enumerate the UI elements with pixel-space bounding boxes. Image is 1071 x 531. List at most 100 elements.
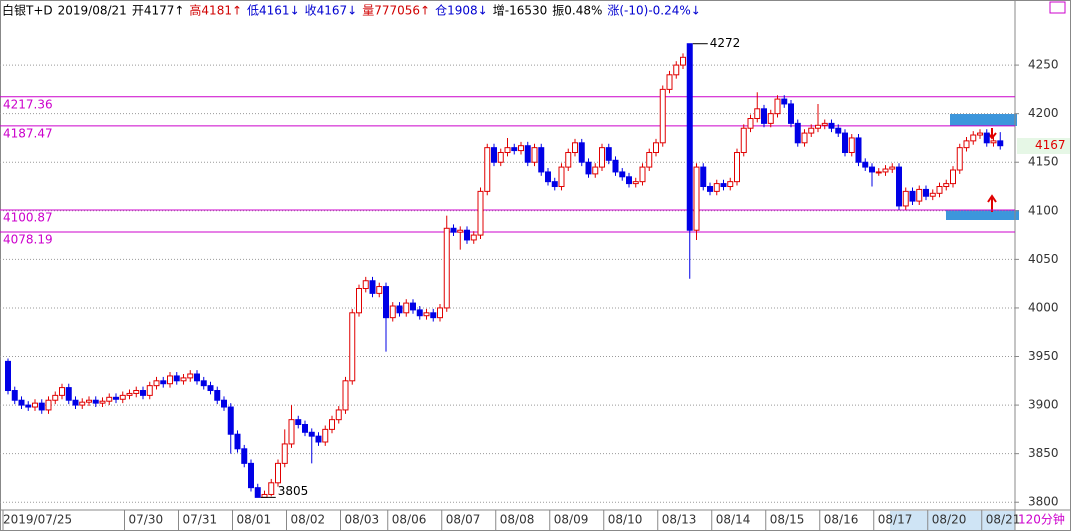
- candle-body: [227, 406, 234, 435]
- y-tick-label: 3950: [1028, 349, 1059, 363]
- candle-body: [65, 387, 72, 401]
- candle-body: [25, 404, 32, 408]
- y-tick-label: 4050: [1028, 252, 1059, 266]
- candle-body: [673, 64, 680, 76]
- candle-body: [504, 147, 511, 154]
- candle-body: [605, 147, 612, 161]
- x-tick-label: 2019/07/25: [3, 513, 72, 527]
- candle-body: [781, 98, 788, 105]
- candle-body: [32, 402, 38, 408]
- header-item: 仓1908↓: [435, 4, 488, 18]
- candle-body: [585, 161, 592, 175]
- candle-body: [619, 171, 626, 178]
- candle-body: [518, 145, 524, 152]
- candle-body: [612, 159, 619, 173]
- candle-body: [815, 124, 821, 129]
- candle-body: [308, 431, 315, 437]
- candle-body: [92, 399, 99, 404]
- x-tick-label: 08/21: [986, 513, 1021, 527]
- x-tick-label: 08/14: [716, 513, 751, 527]
- candle-body: [835, 127, 842, 134]
- candle-body: [599, 147, 605, 168]
- candle-body: [828, 122, 835, 129]
- candle-body: [248, 462, 254, 489]
- header-item: 2019/08/21: [58, 4, 127, 18]
- candle-body: [11, 390, 18, 401]
- candle-body: [875, 171, 882, 174]
- y-tick-label: 4150: [1028, 155, 1059, 169]
- candle-body: [794, 122, 801, 144]
- header-item: 开4177↑: [132, 4, 185, 18]
- x-tick-label: 08/17: [878, 513, 913, 527]
- candle-body: [936, 186, 943, 194]
- candle-body: [268, 482, 275, 495]
- candle-body: [531, 147, 538, 163]
- candle-body: [113, 396, 119, 400]
- candle-body: [707, 186, 713, 192]
- candle-body: [801, 132, 808, 144]
- high-label: 4272: [710, 36, 741, 50]
- panel-icon[interactable]: [1049, 1, 1066, 14]
- low-label: 3805: [278, 484, 309, 498]
- x-tick-label: 08/07: [446, 513, 481, 527]
- candle-body: [491, 147, 497, 163]
- period-highlight: [890, 511, 1015, 530]
- period-label: 120分钟: [1018, 512, 1065, 527]
- candle-body: [99, 400, 106, 404]
- candle-body: [180, 377, 187, 382]
- candle-body: [896, 166, 902, 207]
- candle-body: [977, 132, 983, 136]
- candle-body: [950, 169, 956, 185]
- candle-body: [281, 443, 288, 464]
- candle-body: [882, 168, 889, 173]
- candle-body: [929, 192, 936, 197]
- candle-body: [686, 43, 693, 231]
- header-item: 低4161↓: [247, 4, 300, 18]
- candle-body: [646, 152, 653, 168]
- y-tick-label: 4100: [1028, 203, 1059, 217]
- candle-body: [119, 394, 126, 400]
- candle-body: [72, 399, 79, 406]
- candle-body: [639, 166, 646, 183]
- header-item: 白银T+D: [2, 3, 53, 18]
- candle-body: [167, 375, 173, 385]
- level-label: 4187.47: [3, 126, 53, 140]
- candle-body: [153, 380, 160, 387]
- candle-body: [295, 419, 302, 426]
- candle-body: [430, 312, 437, 319]
- candle-body: [477, 190, 484, 236]
- candle-body: [342, 380, 349, 411]
- candle-body: [464, 229, 470, 241]
- candle-body: [234, 433, 241, 450]
- last-price-label: 4167: [1035, 138, 1066, 152]
- candle-body: [848, 137, 855, 154]
- candle-body: [86, 399, 92, 403]
- candle-body: [106, 396, 113, 402]
- candle-body: [572, 142, 578, 154]
- candle-body: [693, 166, 700, 231]
- candle-body: [943, 183, 950, 188]
- candle-body: [5, 360, 11, 392]
- y-tick-label: 4250: [1028, 58, 1059, 72]
- candle-body: [545, 171, 551, 183]
- candle-body: [288, 419, 295, 445]
- x-tick-label: 08/20: [932, 513, 967, 527]
- candle-body: [862, 161, 869, 168]
- header-item: 振0.48%: [552, 4, 602, 18]
- candle-body: [808, 127, 815, 134]
- header-item: 涨(-10)-0.24%↓: [607, 3, 700, 18]
- x-tick-label: 08/01: [237, 513, 272, 527]
- x-tick-label: 08/06: [392, 513, 427, 527]
- candle-body: [173, 375, 180, 382]
- candle-body: [450, 227, 457, 233]
- candle-body: [18, 399, 25, 406]
- candle-body: [821, 122, 828, 126]
- candle-body: [275, 462, 281, 484]
- candle-body: [315, 435, 322, 443]
- candle-body: [376, 286, 383, 294]
- candle-body: [869, 166, 875, 173]
- candle-body: [416, 309, 423, 317]
- candle-body: [923, 188, 929, 197]
- header-item: 收4167↓: [305, 4, 358, 18]
